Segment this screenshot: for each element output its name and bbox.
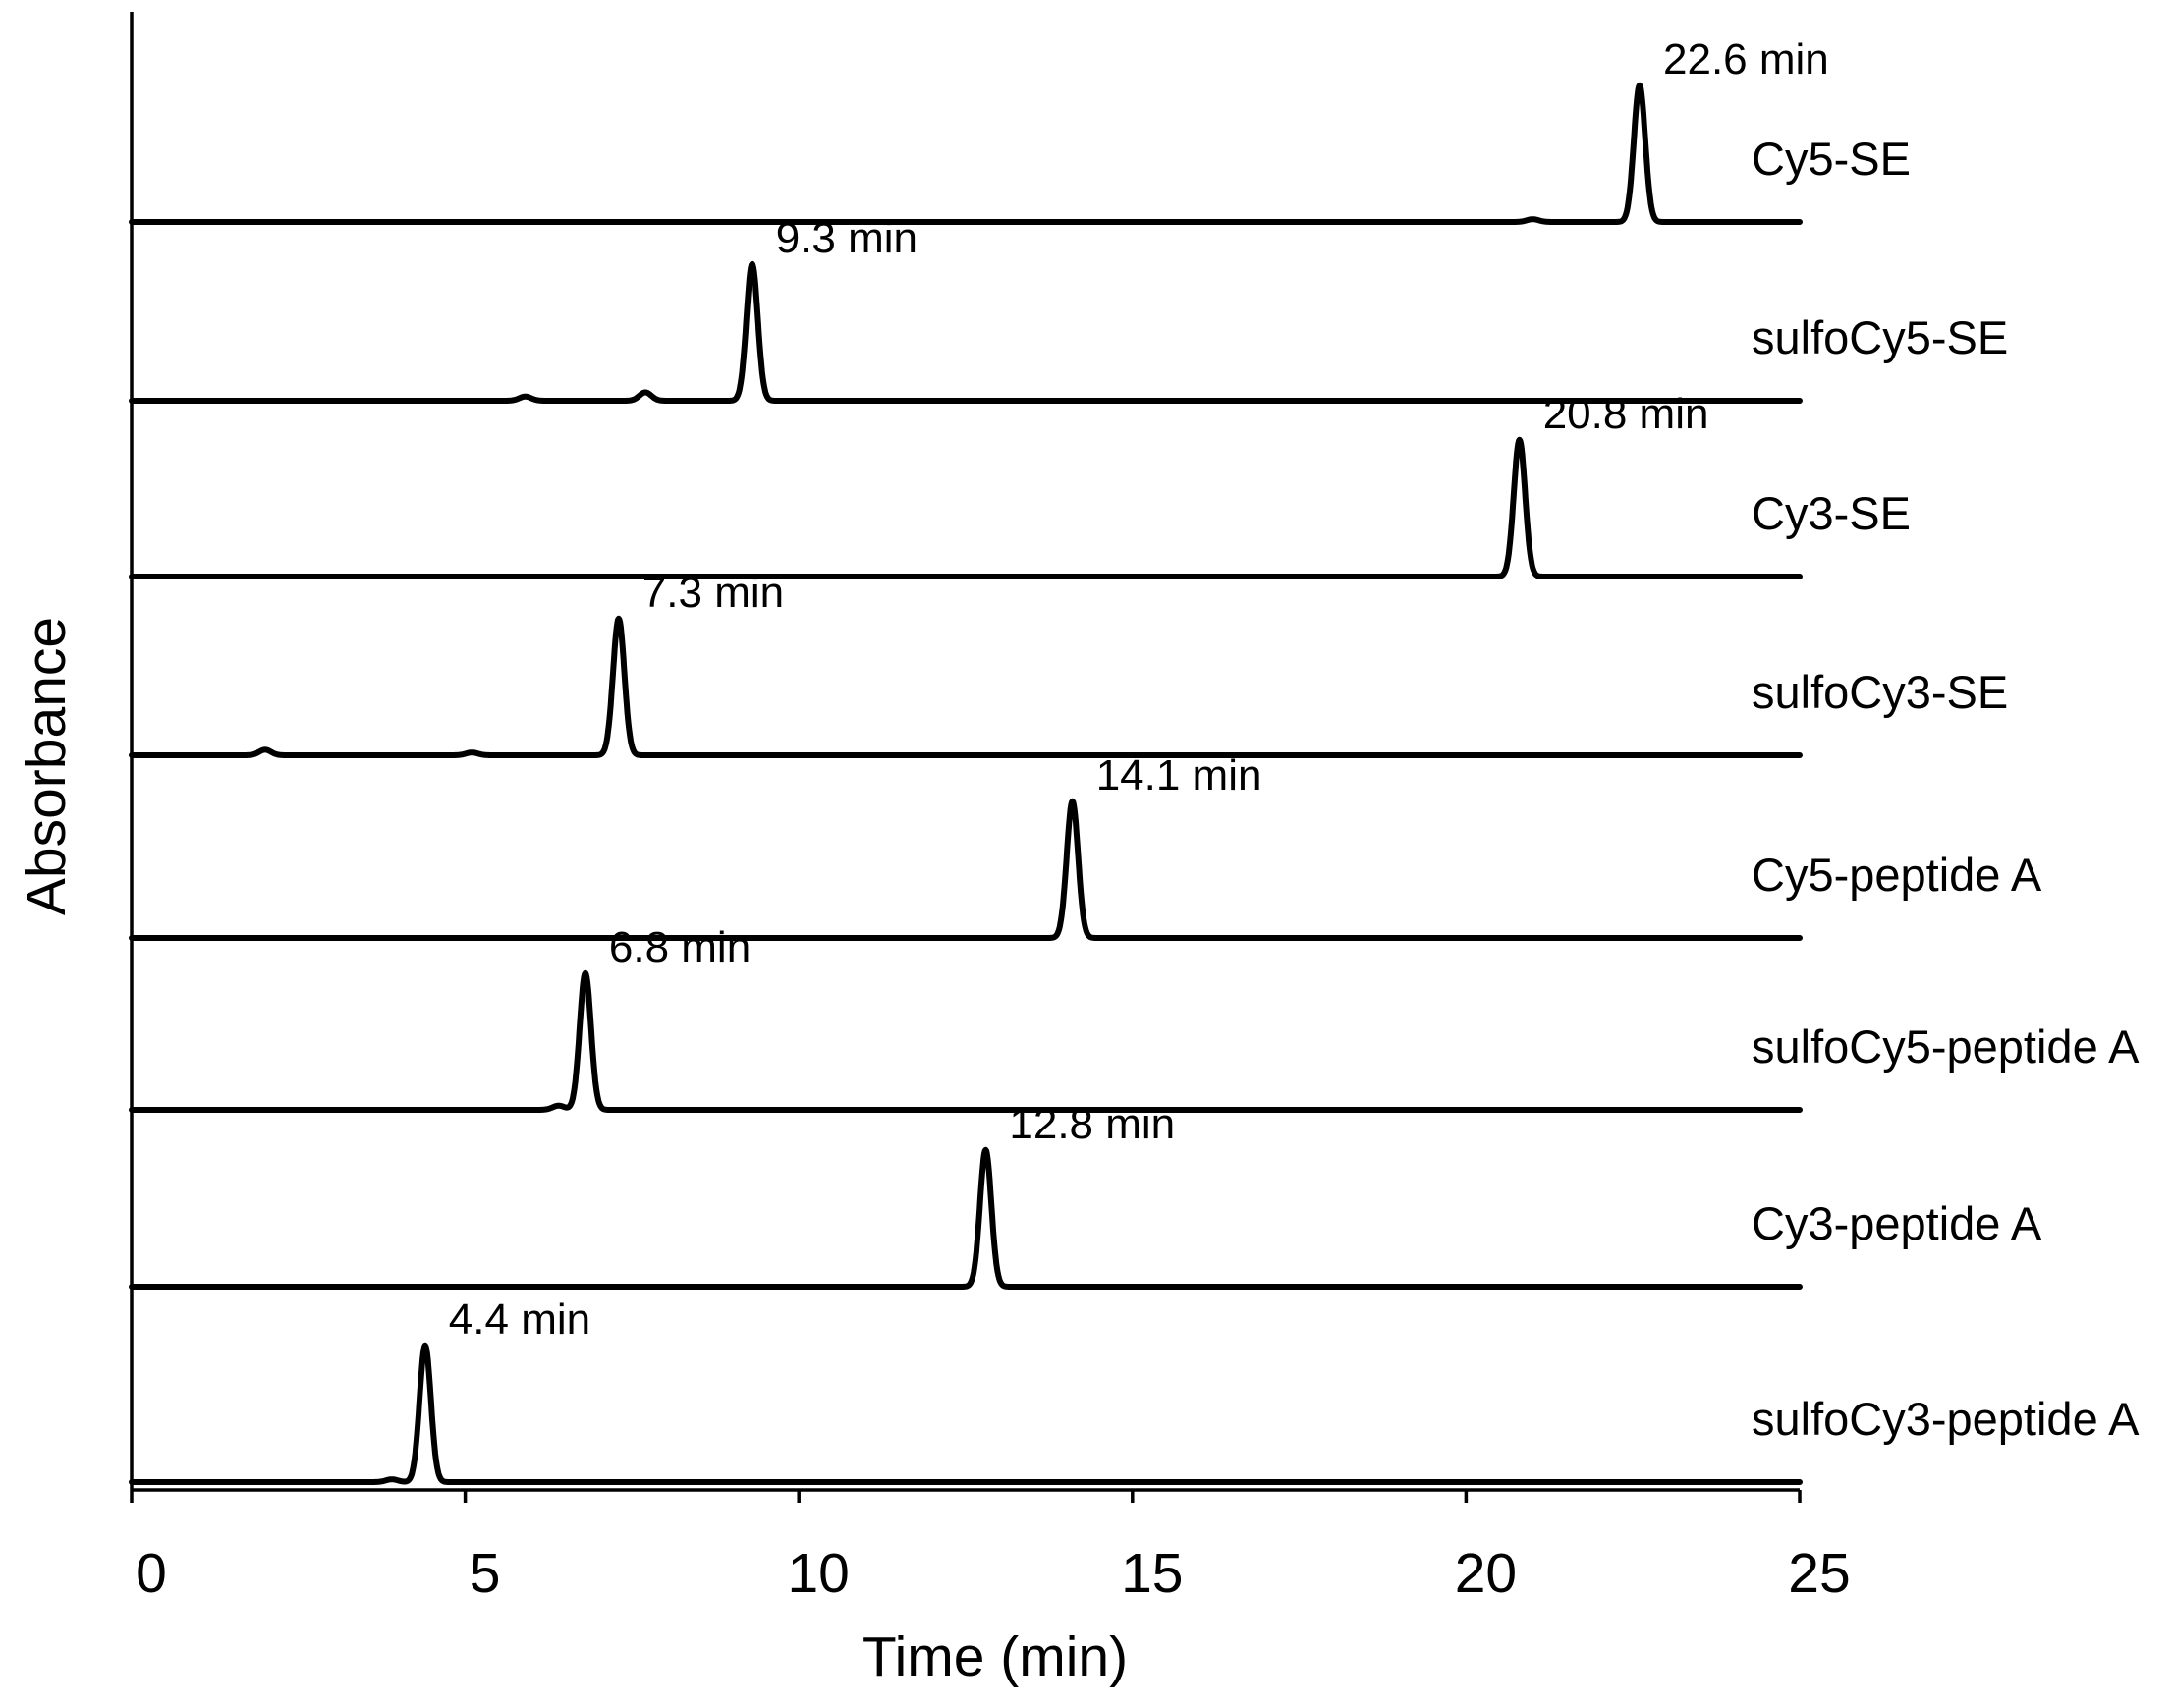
x-tick-label: 20 <box>1455 1542 1517 1605</box>
peak-label: 4.4 min <box>449 1295 590 1344</box>
peak-label: 14.1 min <box>1096 751 1262 799</box>
peak-label: 20.8 min <box>1543 390 1709 438</box>
series-label: sulfoCy3-peptide A <box>1752 1393 2140 1445</box>
x-tick-label: 5 <box>470 1542 501 1605</box>
label-layer: 22.6 min Cy5-SE 9.3 min sulfoCy5-SE 20.8 min… <box>449 35 2140 1445</box>
series-label: sulfoCy5-peptide A <box>1752 1020 2140 1073</box>
peak-label: 7.3 min <box>642 569 784 617</box>
trace-line <box>129 82 1803 225</box>
trace-line <box>129 1146 1803 1290</box>
peak-label: 12.8 min <box>1009 1100 1175 1148</box>
x-axis-title: Time (min) <box>863 1625 1128 1688</box>
trace-layer <box>129 82 1803 1485</box>
x-tick-label: 10 <box>787 1542 849 1605</box>
y-axis-title: Absorbance <box>15 617 78 915</box>
series-label: Cy5-peptide A <box>1752 849 2042 901</box>
x-tick-label: 0 <box>136 1542 167 1605</box>
x-tick-label: 15 <box>1121 1542 1183 1605</box>
peak-label: 22.6 min <box>1663 35 1829 83</box>
trace-line <box>129 260 1803 404</box>
series-label: sulfoCy3-SE <box>1752 666 2008 718</box>
series-label: Cy3-peptide A <box>1752 1197 2042 1249</box>
x-ticks: 0 5 10 15 20 25 <box>130 1490 1851 1605</box>
series-label: sulfoCy5-SE <box>1752 311 2008 363</box>
x-tick-label: 25 <box>1788 1542 1850 1605</box>
trace-line <box>129 798 1803 941</box>
axes-layer <box>130 12 1800 1492</box>
trace-line <box>129 436 1803 579</box>
series-label: Cy3-SE <box>1752 487 1911 539</box>
peak-label: 9.3 min <box>776 214 918 262</box>
peak-label: 6.8 min <box>609 923 751 971</box>
series-label: Cy5-SE <box>1752 133 1911 185</box>
trace-line <box>129 1342 1803 1485</box>
trace-line <box>129 615 1803 758</box>
trace-line <box>129 969 1803 1113</box>
